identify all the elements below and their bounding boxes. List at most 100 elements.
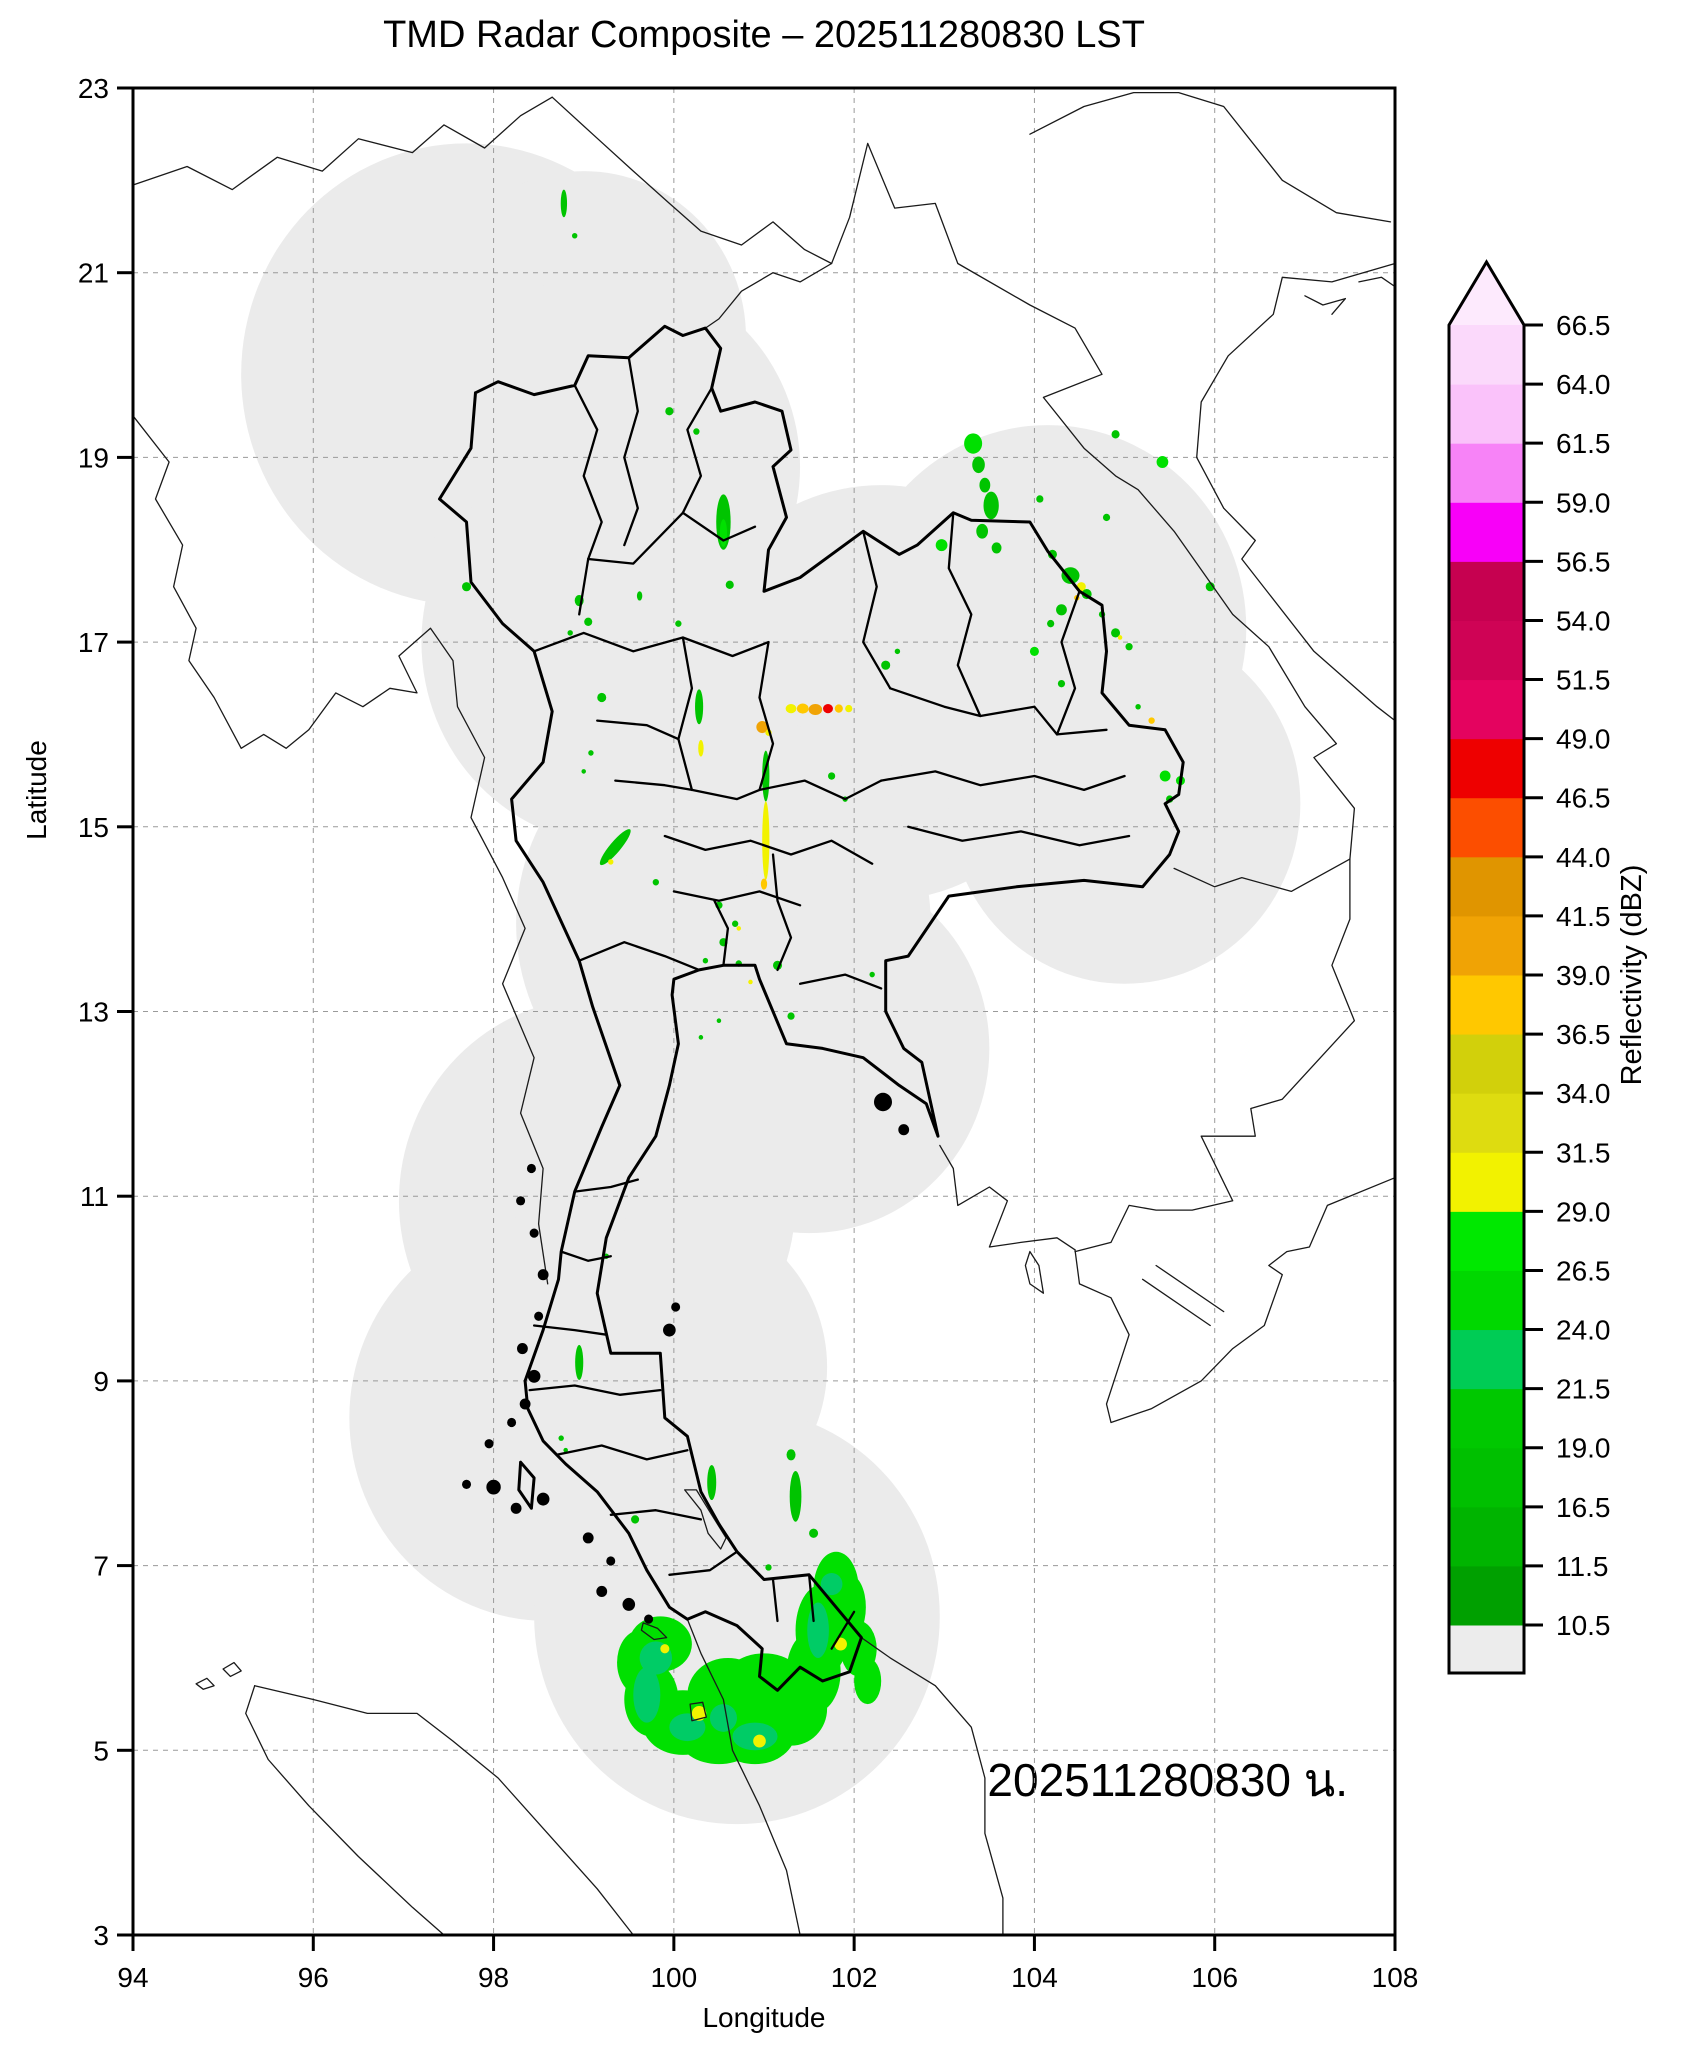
radar-echo (1148, 717, 1155, 724)
radar-echo (1061, 567, 1080, 584)
radar-echo (809, 1528, 819, 1538)
province-border (690, 779, 883, 801)
radar-coverage-layer (241, 143, 1301, 1825)
radar-echo (597, 692, 607, 703)
radar-echo (760, 878, 768, 890)
x-tick-label: 106 (1191, 1962, 1238, 1993)
island-dot (644, 1614, 654, 1624)
radar-echo (765, 1564, 772, 1571)
province-border (573, 1178, 639, 1193)
country-border (132, 415, 549, 1285)
country-border (686, 1618, 801, 1936)
province-border (758, 640, 775, 792)
island-dot (898, 1124, 910, 1136)
radar-echo (869, 971, 875, 978)
radar-echo (979, 477, 991, 493)
radar-echo (567, 630, 573, 636)
country-border (640, 1622, 668, 1641)
colorbar-segment (1449, 856, 1524, 917)
radar-echo (972, 456, 985, 474)
island-dot (582, 1532, 594, 1544)
radar-echo (894, 648, 901, 655)
radar-echo-layer (462, 189, 1215, 1765)
colorbar-segment (1449, 443, 1524, 503)
province-border (907, 825, 1131, 847)
country-border (939, 1144, 1076, 1251)
colorbar-tick-label: 54.0 (1556, 605, 1611, 636)
island-dot (663, 1323, 676, 1337)
radar-echo (563, 1447, 568, 1453)
province-border (623, 356, 639, 547)
colorbar-segment (1449, 1329, 1524, 1390)
radar-echo (633, 1667, 661, 1723)
colorbar-tick-label: 10.5 (1556, 1610, 1611, 1641)
country-border (195, 1677, 215, 1690)
island-dot (527, 1369, 541, 1383)
colorbar-segment (1449, 797, 1524, 858)
radar-echo (675, 620, 682, 627)
country-border (1173, 858, 1351, 893)
radar-echo (833, 1574, 866, 1640)
province-border (560, 1250, 612, 1262)
colorbar-outline (1447, 259, 1526, 1675)
radar-echo (660, 1644, 670, 1654)
radar-echo (736, 926, 742, 931)
radar-echo (753, 1734, 766, 1748)
country-border (1196, 262, 1396, 722)
radar-echo (762, 801, 770, 880)
island-dot (516, 1196, 526, 1206)
island-dot (537, 1269, 549, 1281)
x-tick-label: 102 (831, 1962, 878, 1993)
radar-echo (702, 957, 709, 964)
island-dot (510, 1502, 522, 1514)
radar-echo (588, 750, 594, 756)
country-border (1029, 91, 1392, 223)
radar-echo (608, 859, 614, 865)
province-border (947, 511, 982, 718)
radar-echo (935, 539, 948, 552)
radar-echo (732, 1722, 778, 1751)
colorbar-under-segment (1449, 1625, 1524, 1673)
colorbar-tick-label: 21.5 (1556, 1374, 1611, 1405)
radar-echo (983, 491, 999, 520)
province-border (807, 1573, 815, 1623)
radar-echo (1159, 770, 1171, 782)
island-dot (534, 1311, 544, 1321)
colorbar-segment (1449, 502, 1524, 562)
colorbar-segment (1449, 975, 1524, 1035)
radar-echo (964, 433, 983, 454)
radar-echo (716, 1018, 722, 1024)
country-border (551, 96, 833, 329)
colorbar-tick-label: 26.5 (1556, 1255, 1611, 1286)
y-tick-label: 9 (93, 1366, 109, 1397)
island-dot (486, 1479, 501, 1495)
colorbar: 10.5 11.5 16.5 19.0 21.5 24.0 26.5 29.0 31.5 34.0… (1447, 259, 1611, 1675)
x-tick-label: 94 (117, 1962, 148, 1993)
radar-echo (786, 1449, 796, 1461)
colorbar-segment (1449, 1447, 1524, 1508)
radar-echo (1102, 513, 1111, 522)
radar-echo (575, 1344, 584, 1380)
province-border (663, 834, 874, 865)
country-border (1358, 276, 1396, 288)
radar-echo (695, 689, 704, 725)
radar-echo (1029, 646, 1039, 656)
colorbar-segment (1449, 1388, 1524, 1449)
radar-echo (731, 920, 739, 927)
island-dot (484, 1439, 494, 1449)
radar-echo (1156, 456, 1169, 469)
y-tick-label: 15 (78, 812, 109, 843)
radar-echo (820, 1572, 843, 1596)
radar-echo (709, 1704, 737, 1732)
province-border (596, 719, 680, 741)
colorbar-segment (1449, 325, 1524, 385)
colorbar-segment (1449, 1152, 1524, 1212)
island-dot (529, 1228, 539, 1238)
colorbar-tick-label: 46.5 (1556, 783, 1611, 814)
radar-echo (823, 703, 833, 714)
radar-echo (1111, 430, 1120, 439)
x-tick-label: 98 (478, 1962, 509, 1993)
colorbar-segment (1449, 1565, 1524, 1626)
